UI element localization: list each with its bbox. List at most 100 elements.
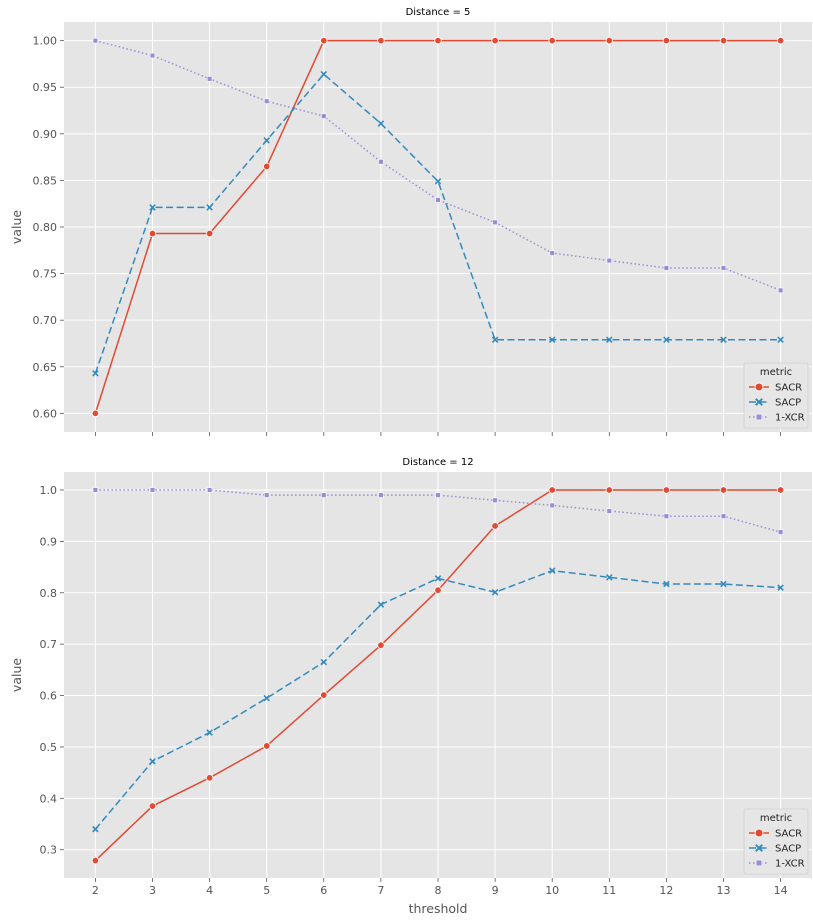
data-point-sacr: [491, 522, 499, 530]
y-tick-label: 0.95: [33, 81, 58, 94]
x-tick-label: 5: [263, 884, 270, 897]
data-point-sacp: [377, 601, 385, 608]
data-point-sacp: [320, 70, 328, 78]
data-point-1-xcr: [720, 513, 727, 519]
data-point-1-xcr: [206, 487, 213, 493]
y-tick-label: 1.00: [33, 35, 58, 48]
data-point-1-xcr: [264, 492, 270, 498]
data-point-1-xcr: [720, 265, 727, 271]
data-point-sacr: [491, 36, 499, 45]
data-point-sacr: [434, 586, 442, 594]
series-sacp: [92, 567, 784, 833]
data-point-sacp: [777, 336, 784, 344]
data-point-sacr: [91, 409, 100, 418]
y-tick-label: 0.8: [40, 587, 58, 600]
data-point-1-xcr: [435, 492, 441, 498]
data-point-sacr: [662, 36, 671, 45]
data-point-sacp: [92, 370, 99, 377]
data-point-1-xcr: [264, 98, 270, 104]
data-point-1-xcr: [492, 497, 498, 503]
data-point-sacp: [92, 825, 99, 833]
data-point-sacr: [377, 641, 385, 649]
data-point-1-xcr: [321, 113, 327, 119]
legend-label-sacp: SACP: [775, 398, 801, 409]
data-point-sacp: [377, 120, 385, 127]
chart-panel-1: 0.60 0.65 0.70 0.75 0.80 0.85 0.90 0.95 1.00 Dist…: [9, 7, 812, 436]
y-tick-label: 0.4: [40, 792, 58, 805]
y-tick-label: 0.60: [33, 407, 58, 420]
data-point-sacr: [719, 486, 728, 494]
y-tick-label: 0.75: [33, 268, 58, 281]
data-point-1-xcr: [206, 76, 213, 82]
x-tick-label: 7: [377, 884, 384, 897]
data-point-sacr: [148, 229, 157, 238]
data-point-sacp: [777, 584, 784, 591]
data-point-sacr: [719, 36, 728, 45]
legend-label-1-xcr: 1-XCR: [775, 413, 805, 424]
y-tick-label: 0.5: [40, 741, 58, 754]
data-point-sacr: [662, 486, 671, 494]
x-tick-label: 12: [659, 884, 673, 897]
y-tick-label: 0.6: [40, 690, 58, 703]
data-point-sacp: [320, 658, 328, 666]
panel-title: Distance = 12: [402, 457, 473, 468]
legend-box: [743, 808, 809, 875]
legend-marker-sacr: [754, 828, 764, 838]
data-point-sacr: [605, 36, 613, 45]
data-point-1-xcr: [92, 37, 99, 44]
data-point-sacp: [720, 336, 727, 344]
series-1-xcr: [92, 37, 784, 294]
y-tick-label: 0.65: [33, 361, 58, 374]
x-tick-label: 9: [492, 884, 499, 897]
y-tick-label: 0.9: [40, 535, 58, 548]
data-point-sacp: [434, 575, 442, 582]
data-point-1-xcr: [777, 287, 784, 294]
data-point-sacp: [606, 336, 613, 344]
data-point-sacr: [776, 36, 785, 45]
data-point-sacp: [149, 204, 156, 211]
series-1-xcr: [92, 487, 784, 535]
y-tick-label: 0.85: [33, 174, 58, 187]
legend-title: metric: [760, 813, 792, 824]
legend-title: metric: [760, 367, 792, 378]
data-point-1-xcr: [663, 513, 670, 519]
series-sacr: [91, 486, 785, 865]
data-point-1-xcr: [663, 265, 670, 271]
data-point-sacr: [776, 486, 785, 494]
y-tick-label: 0.80: [33, 221, 58, 234]
data-point-sacp: [491, 588, 499, 596]
data-point-sacr: [91, 856, 100, 865]
data-point-sacp: [548, 567, 556, 574]
x-tick-label: 8: [435, 884, 442, 897]
data-point-sacp: [206, 729, 213, 736]
data-point-sacr: [205, 229, 214, 238]
y-tick-label: 1.0: [40, 484, 58, 497]
x-tick-label: 11: [602, 884, 616, 897]
x-tick-label: 2: [92, 884, 99, 897]
data-point-sacp: [206, 204, 213, 211]
data-point-1-xcr: [492, 219, 498, 226]
legend: metric SACR SACP 1-XCR: [743, 362, 809, 429]
data-point-1-xcr: [606, 508, 612, 514]
series-sacp: [92, 70, 784, 377]
y-tick-label: 0.3: [40, 844, 58, 857]
data-point-sacp: [606, 574, 613, 581]
data-point-sacr: [320, 691, 328, 699]
data-point-1-xcr: [378, 159, 384, 165]
data-point-sacr: [263, 742, 271, 750]
data-point-sacr: [205, 774, 214, 782]
legend-marker-sacr: [754, 382, 764, 392]
legend: metric SACR SACP 1-XCR: [743, 808, 809, 875]
legend-marker-sacp: [755, 844, 763, 852]
x-tick-label: 6: [320, 884, 327, 897]
x-tick-label: 10: [545, 884, 559, 897]
x-axis-label: threshold: [409, 901, 468, 916]
legend-marker-1-xcr: [755, 413, 763, 421]
data-point-1-xcr: [378, 492, 384, 498]
data-point-sacr: [377, 36, 385, 45]
panel-title: Distance = 5: [406, 7, 471, 18]
legend-label-sacr: SACR: [775, 383, 802, 394]
data-point-sacp: [663, 336, 670, 344]
data-point-sacp: [663, 580, 670, 588]
